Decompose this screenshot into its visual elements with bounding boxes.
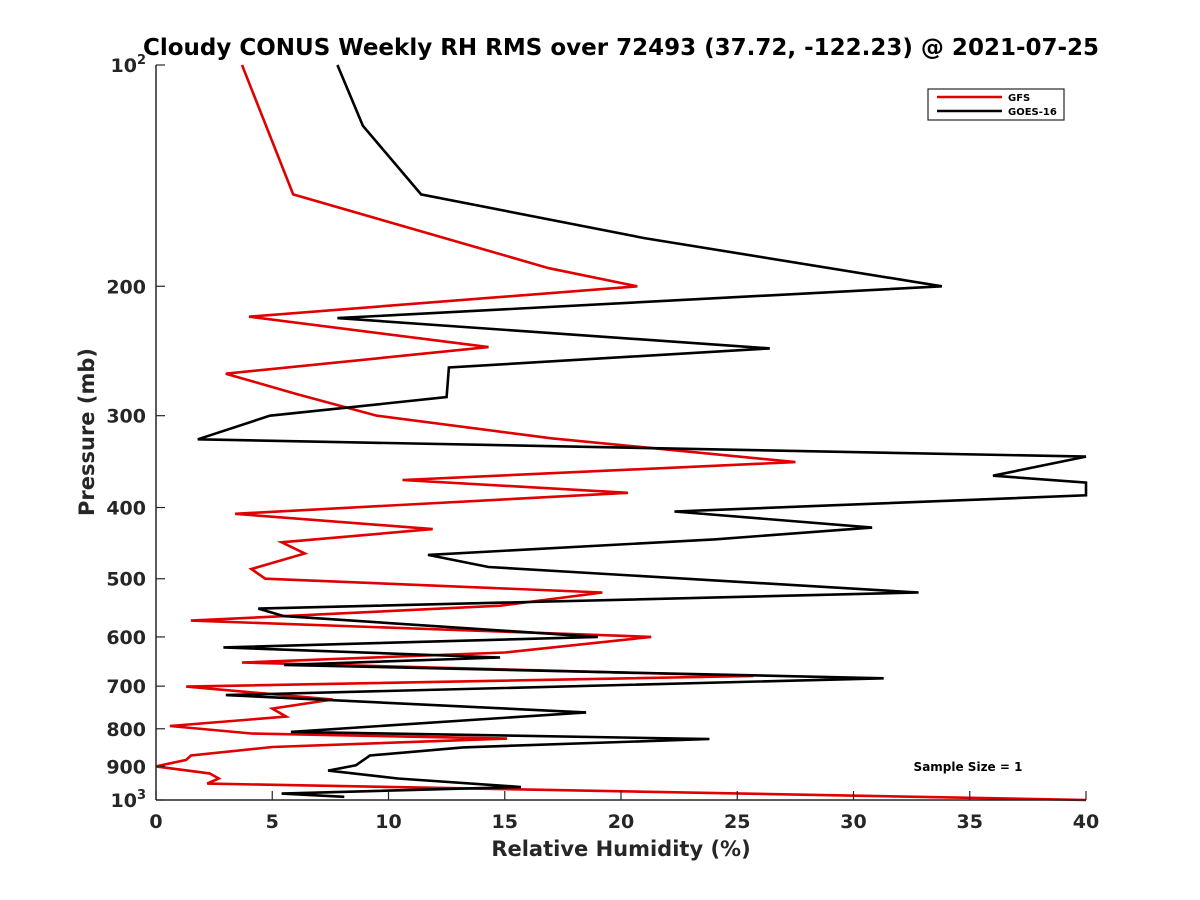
x-tick-label: 5 bbox=[266, 811, 279, 833]
legend: GFS GOES-16 bbox=[927, 88, 1065, 121]
x-tick-label: 30 bbox=[840, 811, 866, 833]
chart-title: Cloudy CONUS Weekly RH RMS over 72493 (3… bbox=[143, 35, 1099, 61]
sample-size-annotation: Sample Size = 1 bbox=[914, 760, 1023, 774]
x-ticks: 0 5 10 15 20 25 30 35 40 bbox=[149, 791, 1099, 833]
y-tick-label: 500 bbox=[106, 569, 146, 591]
legend-box bbox=[927, 88, 1065, 121]
x-tick-label: 20 bbox=[608, 811, 634, 833]
y-tick-exponent: 3 bbox=[137, 788, 146, 803]
y-tick-label: 103 bbox=[111, 788, 147, 812]
y-tick-base: 10 bbox=[111, 55, 137, 77]
series-layer bbox=[155, 64, 1088, 802]
y-tick-label: 300 bbox=[106, 406, 146, 428]
y-tick-exponent: 2 bbox=[137, 53, 146, 68]
y-axis-label: Pressure (mb) bbox=[75, 348, 99, 516]
y-tick-label: 800 bbox=[106, 719, 146, 741]
x-tick-label: 15 bbox=[492, 811, 518, 833]
y-tick-label: 700 bbox=[106, 676, 146, 698]
y-tick-label: 102 bbox=[111, 53, 147, 77]
legend-label-goes16: GOES-16 bbox=[1008, 107, 1057, 118]
y-tick-label: 600 bbox=[106, 627, 146, 649]
x-tick-label: 40 bbox=[1073, 811, 1099, 833]
x-tick-label: 25 bbox=[724, 811, 750, 833]
y-tick-label: 200 bbox=[106, 276, 146, 298]
legend-label-gfs: GFS bbox=[1008, 93, 1030, 104]
x-tick-label: 35 bbox=[957, 811, 983, 833]
series-line-goes16 bbox=[197, 64, 1088, 799]
x-axis-label: Relative Humidity (%) bbox=[491, 837, 750, 861]
y-tick-label: 400 bbox=[106, 498, 146, 520]
plot-area: 0 5 10 15 20 25 30 35 40 10220030040050060070080… bbox=[106, 53, 1099, 833]
x-tick-label: 10 bbox=[375, 811, 401, 833]
x-tick-label: 0 bbox=[149, 811, 162, 833]
y-tick-base: 10 bbox=[111, 790, 137, 812]
y-tick-label: 900 bbox=[106, 756, 146, 778]
series-line-gfs bbox=[155, 64, 1087, 802]
